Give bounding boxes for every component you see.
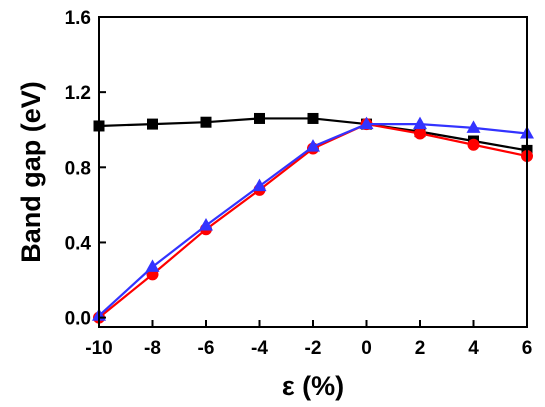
data-point-triangle [199, 218, 213, 231]
data-point-square [200, 116, 212, 128]
y-tick-label: 0.0 [65, 309, 91, 330]
data-point-square [147, 118, 158, 130]
y-tick-label: 0.4 [65, 233, 92, 254]
ticks-layer: -10 -8 -6 -4 -2 0 2 4 6 0.0 0.4 0.8 1.2 1.6 [65, 8, 533, 359]
data-point-triangle [466, 120, 481, 133]
x-tick-label: -10 [85, 338, 112, 359]
x-axis-title: ε (%) [282, 371, 344, 401]
series-triangle [92, 116, 534, 321]
y-tick-label: 1.2 [65, 83, 91, 104]
data-point-square [254, 112, 265, 124]
plot-frame [98, 16, 528, 328]
data-point-triangle [252, 178, 267, 192]
x-tick-label: 4 [468, 338, 479, 359]
data-point-circle [414, 127, 426, 140]
data-point-triangle [413, 116, 427, 130]
x-tick-label: -6 [198, 338, 215, 359]
y-axis-title: Band gap (eV) [16, 81, 46, 263]
data-point-triangle [145, 259, 160, 272]
x-tick-label: 0 [361, 338, 372, 359]
data-point-circle [467, 138, 480, 151]
y-tick-label: 0.8 [65, 158, 91, 179]
y-tick-label: 1.6 [65, 8, 91, 29]
x-tick-label: 6 [522, 338, 533, 359]
series-layer [92, 112, 534, 324]
data-point-square [307, 112, 319, 124]
data-point-triangle [359, 116, 374, 130]
x-tick-label: -2 [305, 338, 322, 359]
x-tick-label: -8 [144, 338, 161, 359]
data-point-triangle [306, 139, 320, 152]
x-tick-label: -4 [251, 338, 268, 359]
x-tick-label: 2 [415, 338, 426, 359]
